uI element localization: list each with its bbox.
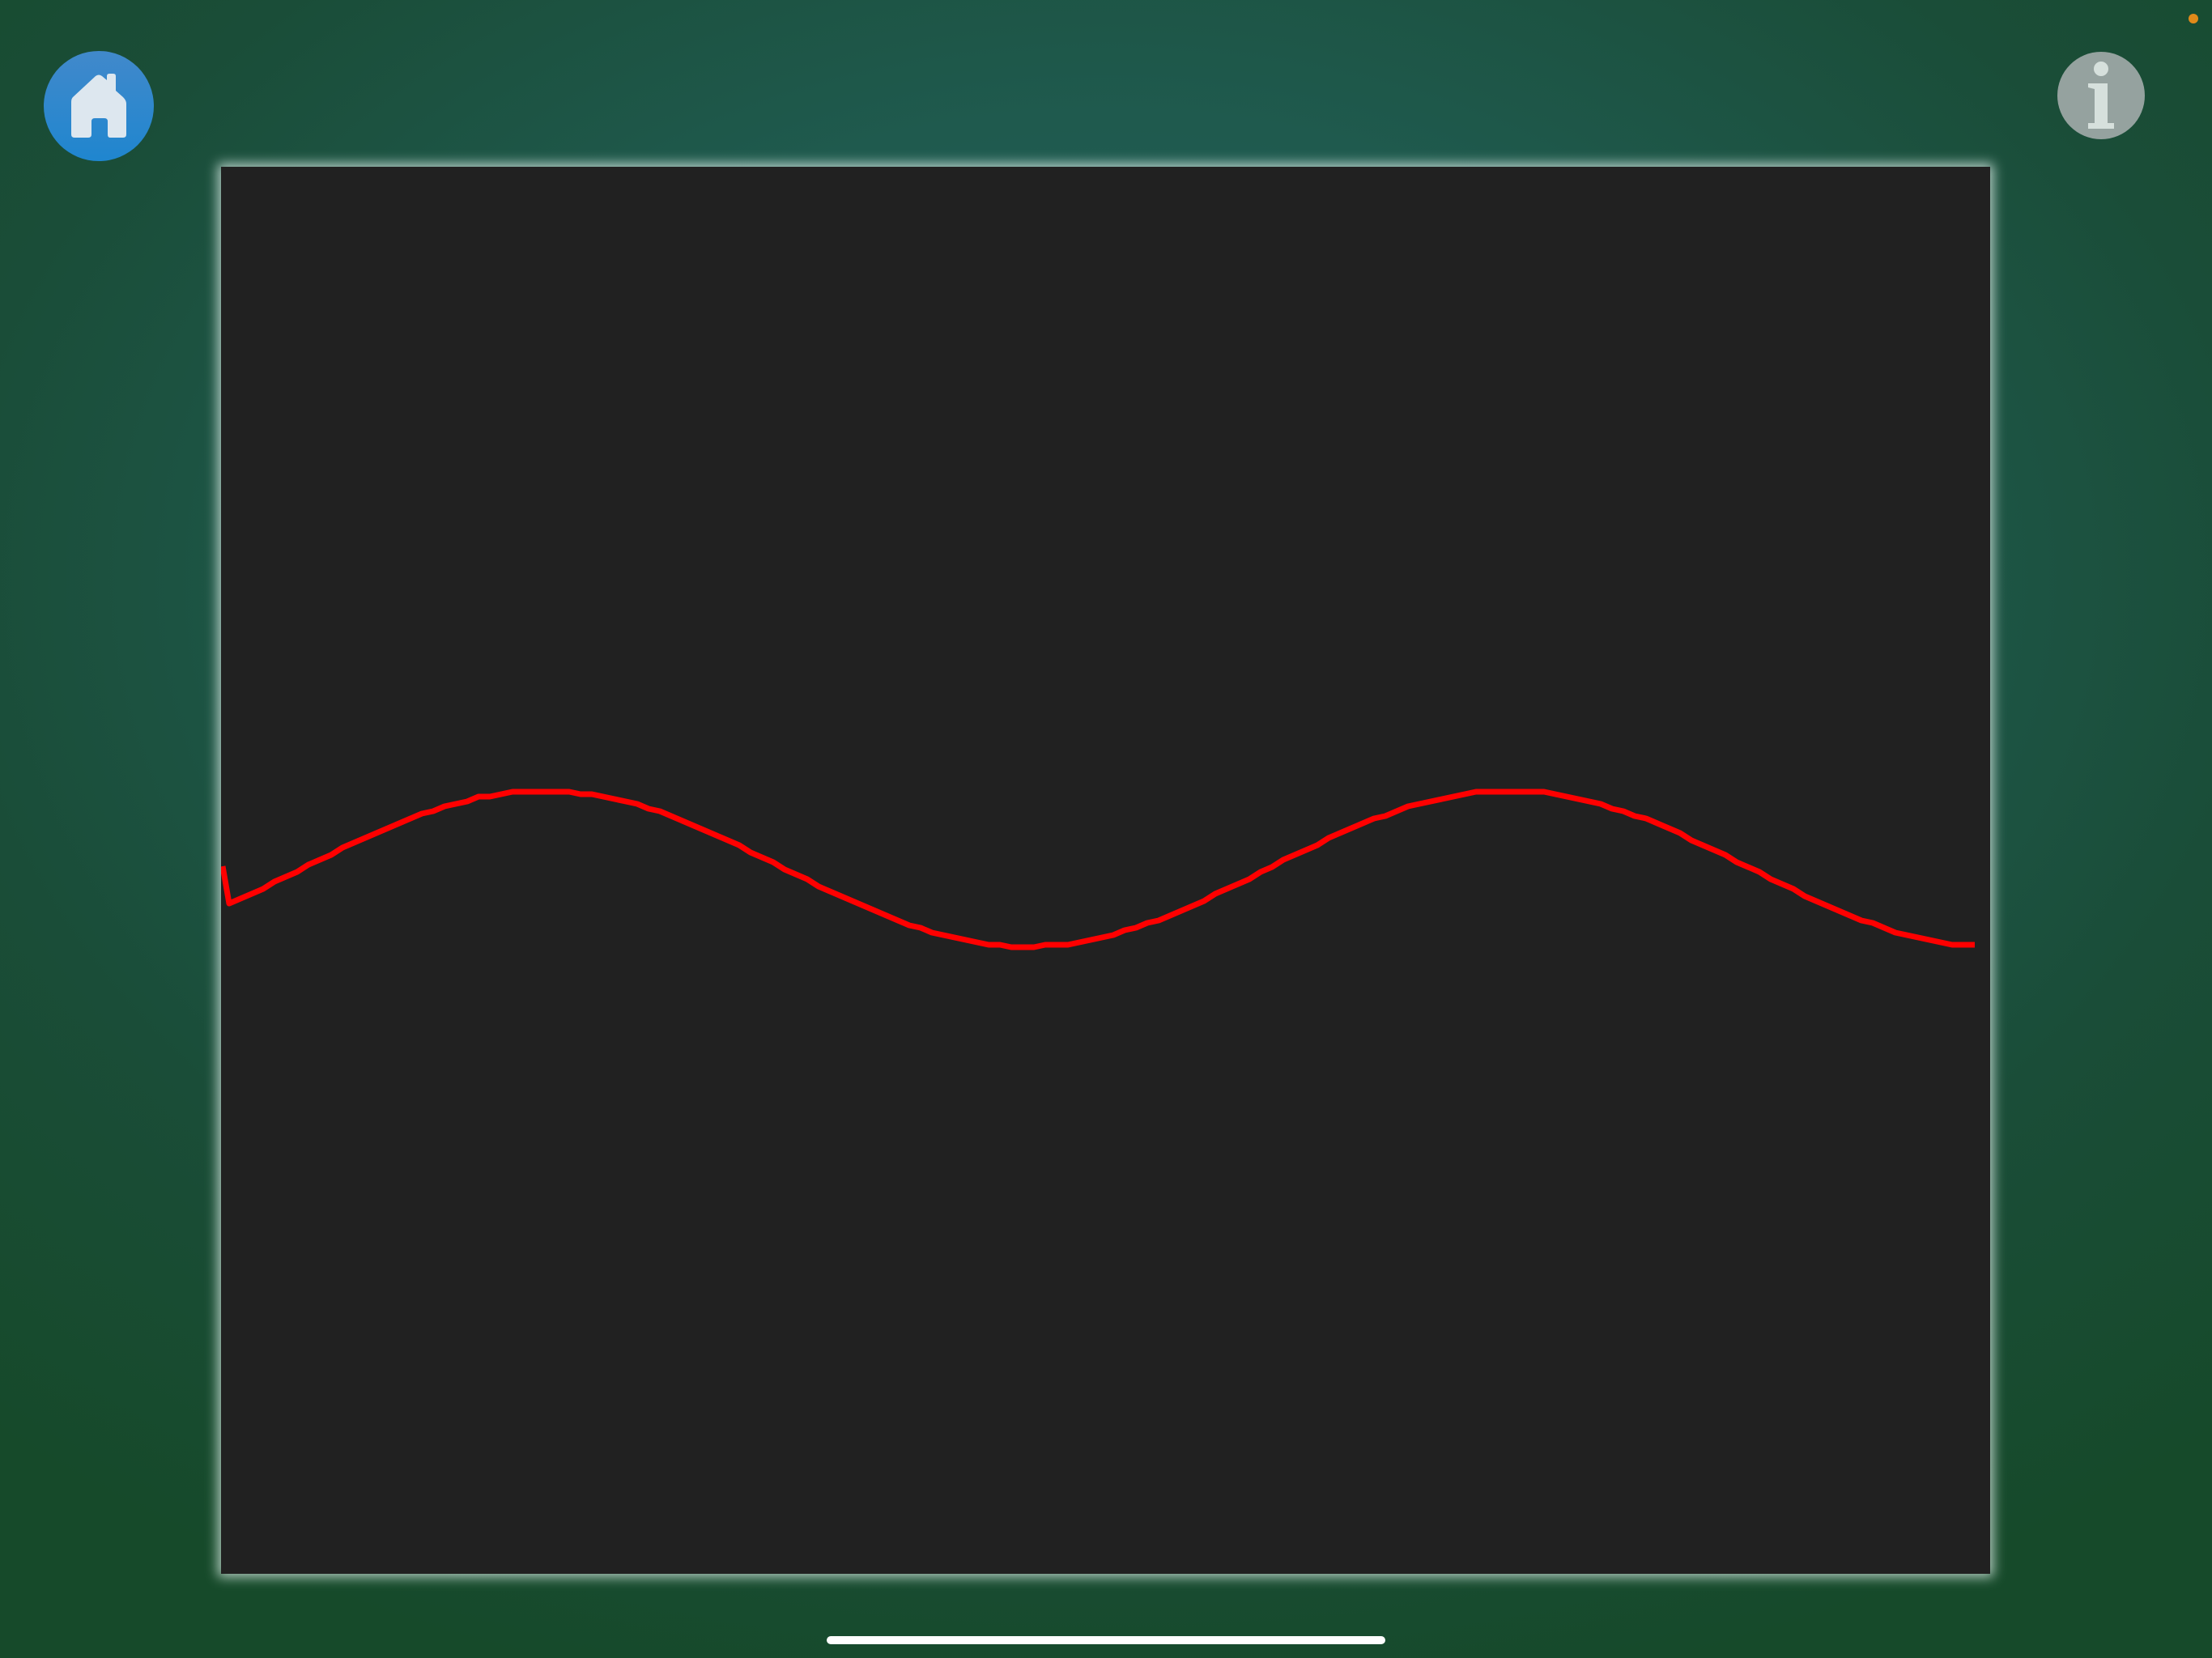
- info-button[interactable]: [2057, 52, 2145, 139]
- waveform-trace: [221, 789, 1975, 950]
- info-icon: [2088, 62, 2114, 129]
- home-button[interactable]: [44, 51, 154, 161]
- status-indicator-dot: [2189, 14, 2198, 23]
- oscilloscope-display: [221, 167, 1990, 1574]
- house-icon: [71, 74, 126, 138]
- waveform-canvas: [221, 789, 1975, 950]
- home-indicator-bar[interactable]: [827, 1636, 1385, 1644]
